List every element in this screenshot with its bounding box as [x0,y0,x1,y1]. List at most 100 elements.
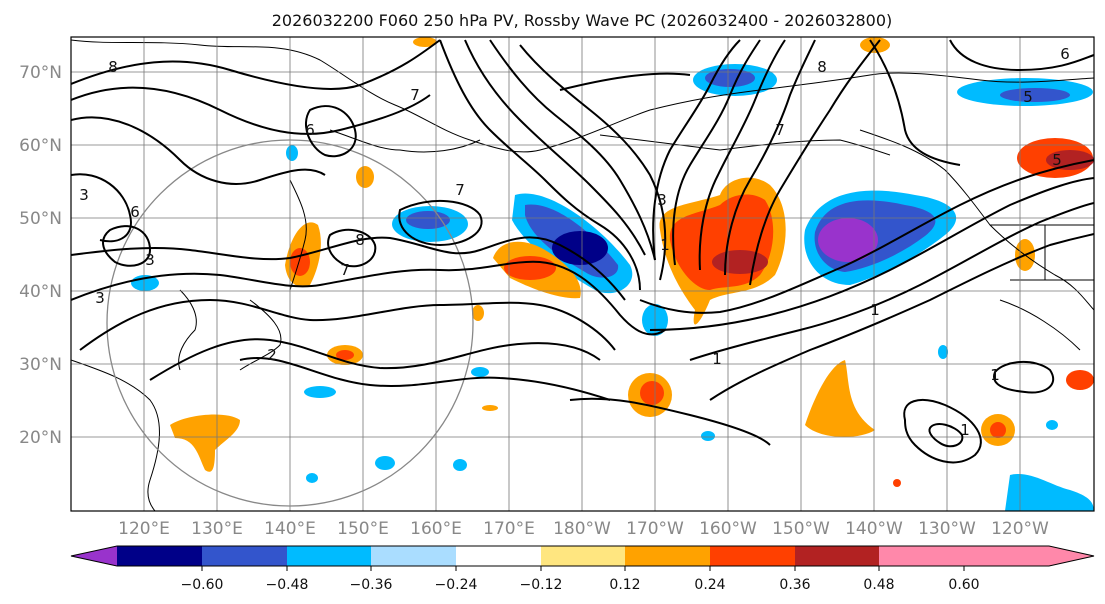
lon-label: 170°W [626,519,684,539]
pos-anomaly-core [712,250,768,274]
pv-contour [79,298,616,351]
pv-contour [569,397,771,446]
colorbar-swatch [625,546,710,566]
pos-anomaly-patch [356,166,374,188]
contour-label: 3 [657,191,667,209]
pv-contours [71,39,1094,464]
na-west-coast [859,129,1094,311]
lon-label: 160°E [410,519,462,539]
pv-contour [239,357,611,401]
lon-label: 130°E [191,519,243,539]
pos-anomaly-core [504,256,556,280]
lon-label: 150°W [772,519,830,539]
pv-contour [949,39,1094,72]
sakhalin-japan-coast [289,179,307,291]
map-content: 8 8 6 6 5 5 3 3 3 3 2 1 1 1 1 1 7 7 7 7 … [71,37,1094,511]
lon-label: 140°W [845,519,903,539]
colorbar-tick-label: −0.24 [435,577,478,593]
lat-label: 60°N [19,136,62,156]
contour-label: 3 [145,251,155,269]
contour-labels: 8 8 6 6 5 5 3 3 3 3 2 1 1 1 1 1 7 7 7 7 … [79,45,1070,439]
china-coast [71,359,160,511]
lon-label: 120°W [991,519,1049,539]
colorbar-swatch [202,546,287,566]
colorbar-tick-label: 0.36 [779,577,810,593]
contour-label: 2 [267,346,277,364]
us-canada-borders [990,224,1094,281]
pos-anomaly-patch [893,479,901,487]
pv-contour [689,202,1094,361]
pv-contour-closed [305,105,357,158]
pv-contour [652,39,741,261]
us-states [999,299,1081,351]
colorbar-tick-label: 0.60 [948,577,979,593]
colorbar-swatch [541,546,625,566]
neg-anomaly-core [406,211,450,229]
map-frame [70,36,1095,512]
colorbar-extend-max [964,546,1094,566]
pv-contour [709,233,1094,401]
pv-contour [71,173,132,243]
contour-label: 8 [355,231,365,249]
contour-label: 7 [775,121,785,139]
pv-contour-closed [327,228,377,268]
lat-label: 70°N [19,63,62,83]
pv-contour [489,39,656,261]
pos-anomaly-core [640,381,664,405]
lat-label: 40°N [19,282,62,302]
neg-anomaly-core [1000,88,1070,102]
lon-label: 160°W [699,519,757,539]
pv-contour-closed [903,399,982,464]
pv-contour-closed [993,360,1055,394]
colorbar-swatch [117,546,202,566]
contour-label: 6 [1060,45,1070,63]
neg-anomaly-core [552,231,608,265]
pos-anomaly-patch [1066,370,1094,390]
pos-anomaly-patch [472,305,484,321]
neg-anomaly-patch [286,145,298,161]
lon-label: 120°E [118,519,170,539]
pv-contour [464,39,646,256]
contour-label: 1 [660,236,670,254]
pos-anomaly-core [336,350,354,360]
pv-contour-closed [928,423,964,448]
pv-contour [71,236,626,301]
contour-label: 3 [79,186,89,204]
lat-label: 50°N [19,209,62,229]
pv-contour [71,86,431,135]
contour-label: 8 [817,58,827,76]
pv-contour [149,338,601,381]
neg-anomaly-patch [304,386,336,398]
lat-label: 20°N [19,428,62,448]
lon-label: 170°E [483,519,535,539]
pv-contour [71,260,666,336]
latitude-labels: 70°N 60°N 50°N 40°N 30°N 20°N [19,63,62,448]
pv-contour [672,39,761,266]
colorbar-tick-label: 0.48 [863,577,894,593]
pv-contour [724,39,816,276]
contour-label: 1 [990,366,1000,384]
neg-anomaly-core [818,218,878,262]
colorbar-tick-marks [201,566,965,571]
pv-contour [639,159,1094,314]
neg-anomaly-core [705,69,755,87]
lon-label: 150°E [337,519,389,539]
graticule [71,37,1094,511]
pv-contour-closed [398,199,483,247]
arctic-coast [71,39,1094,153]
lon-label: 140°E [264,519,316,539]
pv-contour [71,116,326,185]
pv-contour [869,39,961,166]
pos-anomaly-core [990,422,1006,438]
pos-anomaly-patch [413,37,437,47]
contour-label: 6 [305,121,315,139]
colorbar-swatch [879,546,964,566]
neg-anomaly-patch [1005,473,1094,511]
longitude-labels: 120°E 130°E 140°E 150°E 160°E 170°E 180°… [118,519,1049,539]
contour-label: 7 [410,86,420,104]
contour-label: 6 [130,203,140,221]
neg-anomaly-patch [938,345,948,359]
colorbar-tick-label: −0.36 [350,577,393,593]
contour-label: 7 [340,261,350,279]
